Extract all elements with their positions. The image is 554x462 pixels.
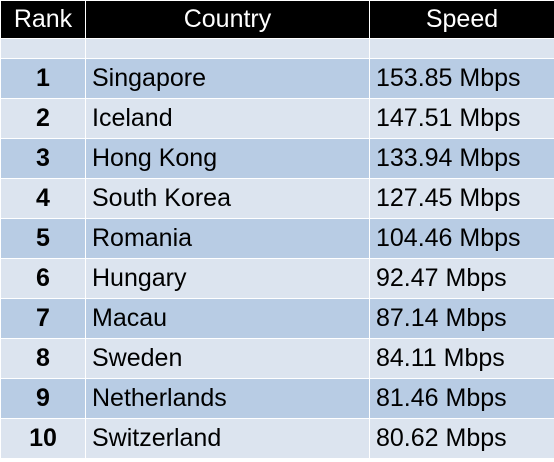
rank-cell: 5 [0,218,86,259]
rank-cell: 3 [0,138,86,179]
country-cell: Switzerland [85,418,370,459]
spacer-cell [85,38,370,59]
country-cell: Netherlands [85,378,370,419]
country-cell: Sweden [85,338,370,379]
table-row: 8 Sweden 84.11 Mbps [0,338,554,379]
column-header-country: Country [85,0,370,39]
speed-cell: 84.11 Mbps [369,338,554,379]
spacer-cell [0,38,86,59]
rank-cell: 2 [0,98,86,139]
speed-cell: 80.62 Mbps [369,418,554,459]
header-row: Rank Country Speed [0,0,554,39]
speed-cell: 81.46 Mbps [369,378,554,419]
country-cell: Singapore [85,58,370,99]
country-cell: Macau [85,298,370,339]
table-row: 9 Netherlands 81.46 Mbps [0,378,554,419]
country-cell: Hong Kong [85,138,370,179]
table-row: 7 Macau 87.14 Mbps [0,298,554,339]
rank-cell: 8 [0,338,86,379]
rank-cell: 7 [0,298,86,339]
table-row: 4 South Korea 127.45 Mbps [0,178,554,219]
spacer-row [0,38,554,59]
speed-cell: 92.47 Mbps [369,258,554,299]
table-row: 5 Romania 104.46 Mbps [0,218,554,259]
rank-cell: 6 [0,258,86,299]
rank-cell: 1 [0,58,86,99]
column-header-speed: Speed [369,0,554,39]
speed-cell: 127.45 Mbps [369,178,554,219]
spacer-cell [369,38,554,59]
speed-cell: 87.14 Mbps [369,298,554,339]
rank-cell: 10 [0,418,86,459]
speed-cell: 133.94 Mbps [369,138,554,179]
table-row: 2 Iceland 147.51 Mbps [0,98,554,139]
country-cell: South Korea [85,178,370,219]
country-cell: Hungary [85,258,370,299]
column-header-rank: Rank [0,0,86,39]
table-row: 1 Singapore 153.85 Mbps [0,58,554,99]
speed-cell: 104.46 Mbps [369,218,554,259]
rank-cell: 4 [0,178,86,219]
table-row: 10 Switzerland 80.62 Mbps [0,418,554,459]
country-cell: Romania [85,218,370,259]
country-cell: Iceland [85,98,370,139]
table-row: 3 Hong Kong 133.94 Mbps [0,138,554,179]
table-row: 6 Hungary 92.47 Mbps [0,258,554,299]
rank-cell: 9 [0,378,86,419]
speed-cell: 153.85 Mbps [369,58,554,99]
speed-cell: 147.51 Mbps [369,98,554,139]
